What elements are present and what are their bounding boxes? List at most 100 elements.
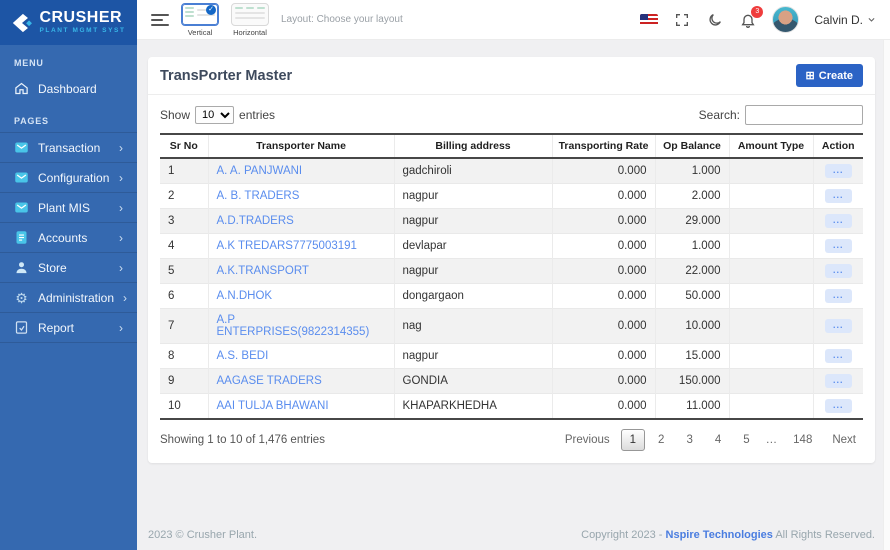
row-actions-button[interactable]: ... [825,399,852,413]
pagination-page-4[interactable]: 4 [706,429,730,451]
user-menu[interactable]: Calvin D. [814,13,876,27]
cell-amount-type [729,369,813,394]
brand-tagline: PLANT MGMT SYST [39,28,125,35]
user-avatar[interactable] [772,6,799,33]
cell-transporter-name: A.N.DHOK [208,284,394,309]
layout-vertical-label: Vertical [181,28,219,37]
column-header[interactable]: Sr No [160,134,208,158]
transporter-link[interactable]: A. B. TRADERS [217,190,300,202]
row-actions-button[interactable]: ... [825,319,852,333]
layout-option-horizontal[interactable]: Horizontal [231,3,269,37]
cell-billing-address: nagpur [394,344,552,369]
table-row: 9AAGASE TRADERSGONDIA0.000150.000... [160,369,863,394]
cell-action: ... [813,394,863,420]
pagination-previous[interactable]: Previous [558,429,617,451]
cell-billing-address: dongargaon [394,284,552,309]
cell-action: ... [813,369,863,394]
chevron-right-icon: › [123,291,127,305]
search-input[interactable] [745,105,863,125]
row-actions-button[interactable]: ... [825,239,852,253]
company-link[interactable]: Nspire Technologies [666,529,773,541]
pagination-next[interactable]: Next [825,429,863,451]
transporter-link[interactable]: A.N.DHOK [217,290,273,302]
hamburger-menu-icon[interactable] [151,14,169,26]
row-actions-button[interactable]: ... [825,164,852,178]
sidebar-item-administration[interactable]: ⚙ Administration › [0,282,137,312]
pagination-page-1[interactable]: 1 [621,429,645,451]
cell-op-balance: 150.000 [655,369,729,394]
transporter-link[interactable]: A.D.TRADERS [217,215,294,227]
cell-transporting-rate: 0.000 [552,369,655,394]
transporter-link[interactable]: A.K TREDARS7775003191 [217,240,357,252]
table-row: 2A. B. TRADERSnagpur0.0002.000... [160,184,863,209]
sidebar-item-store[interactable]: Store › [0,252,137,282]
sidebar-item-label: Plant MIS [38,201,90,215]
cell-action: ... [813,309,863,344]
chevron-right-icon: › [119,321,123,335]
column-header[interactable]: Transporting Rate [552,134,655,158]
main-content: TransPorter Master ⊞ Create Show 10 entr… [137,40,890,550]
notification-badge: 3 [751,6,763,18]
fullscreen-icon[interactable] [673,11,691,29]
transporter-link[interactable]: A.P ENTERPRISES(9822314355) [217,314,370,338]
column-header[interactable]: Billing address [394,134,552,158]
cell-sr-no: 8 [160,344,208,369]
layout-option-vertical[interactable]: ✓ Vertical [181,3,219,37]
column-header[interactable]: Amount Type [729,134,813,158]
journal-icon [14,230,29,245]
sidebar: CRUSHER PLANT MGMT SYST MENU Dashboard P… [0,0,137,550]
transporter-link[interactable]: AAGASE TRADERS [217,375,322,387]
language-flag-icon[interactable] [640,14,658,26]
layout-hint-text: Layout: Choose your layout [281,14,403,25]
sidebar-item-accounts[interactable]: Accounts › [0,222,137,252]
entries-label: entries [239,108,275,122]
column-header[interactable]: Transporter Name [208,134,394,158]
sidebar-item-dashboard[interactable]: Dashboard [0,74,137,103]
cell-sr-no: 1 [160,158,208,184]
cell-amount-type [729,234,813,259]
gear-icon: ⚙ [14,290,29,305]
mail-icon [14,170,29,185]
notifications-bell-icon[interactable]: 3 [739,11,757,29]
row-actions-button[interactable]: ... [825,214,852,228]
cell-amount-type [729,284,813,309]
sidebar-item-label: Transaction [38,141,100,155]
row-actions-button[interactable]: ... [825,189,852,203]
pagination: Previous12345…148Next [558,429,863,451]
cell-op-balance: 29.000 [655,209,729,234]
transporter-link[interactable]: AAI TULJA BHAWANI [217,400,329,412]
cell-transporting-rate: 0.000 [552,394,655,420]
pagination-page-148[interactable]: 148 [784,429,821,451]
transporter-link[interactable]: A.K.TRANSPORT [217,265,309,277]
column-header[interactable]: Action [813,134,863,158]
row-actions-button[interactable]: ... [825,374,852,388]
cell-transporting-rate: 0.000 [552,184,655,209]
transporter-link[interactable]: A.S. BEDI [217,350,269,362]
sidebar-item-transaction[interactable]: Transaction › [0,132,137,162]
report-icon [14,320,29,335]
sidebar-item-configuration[interactable]: Configuration › [0,162,137,192]
table-row: 8A.S. BEDInagpur0.00015.000... [160,344,863,369]
pagination-page-2[interactable]: 2 [649,429,673,451]
pagination-page-5[interactable]: 5 [734,429,758,451]
dark-mode-moon-icon[interactable] [706,11,724,29]
create-button[interactable]: ⊞ Create [796,64,863,87]
crusher-logo-icon [11,12,33,34]
sidebar-item-report[interactable]: Report › [0,312,137,343]
sidebar-item-plant-mis[interactable]: Plant MIS › [0,192,137,222]
row-actions-button[interactable]: ... [825,264,852,278]
sidebar-section-menu: MENU [0,45,137,74]
sidebar-item-label: Dashboard [38,82,97,96]
sidebar-section-pages: PAGES [0,103,137,132]
chevron-right-icon: › [119,141,123,155]
transporter-link[interactable]: A. A. PANJWANI [217,165,303,177]
cell-amount-type [729,184,813,209]
top-bar: ✓ Vertical Horizontal Layout: Choose you… [137,0,890,40]
page-size-select[interactable]: 10 [195,106,234,124]
column-header[interactable]: Op Balance [655,134,729,158]
row-actions-button[interactable]: ... [825,349,852,363]
row-actions-button[interactable]: ... [825,289,852,303]
cell-amount-type [729,209,813,234]
scrollbar-track[interactable] [883,40,890,550]
pagination-page-3[interactable]: 3 [677,429,701,451]
